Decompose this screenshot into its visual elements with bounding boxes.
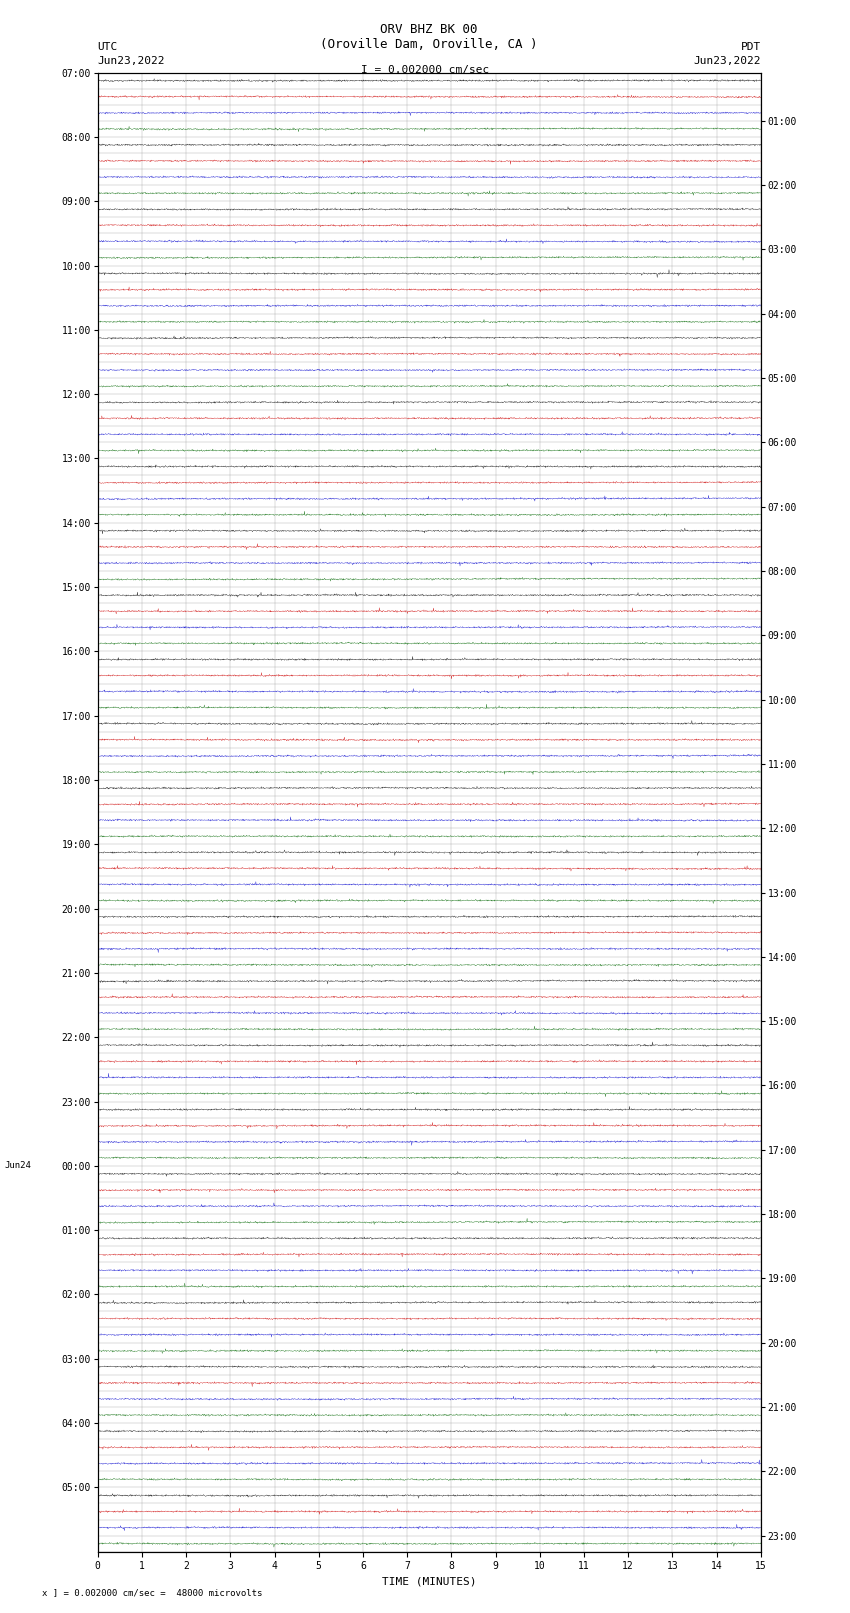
Text: Jun23,2022: Jun23,2022 (694, 56, 761, 66)
Text: UTC: UTC (98, 42, 118, 52)
Title: ORV BHZ BK 00
(Oroville Dam, Oroville, CA ): ORV BHZ BK 00 (Oroville Dam, Oroville, C… (320, 23, 538, 50)
Text: Jun23,2022: Jun23,2022 (98, 56, 165, 66)
Text: I = 0.002000 cm/sec: I = 0.002000 cm/sec (361, 65, 489, 74)
Text: Jun24: Jun24 (4, 1161, 31, 1171)
X-axis label: TIME (MINUTES): TIME (MINUTES) (382, 1578, 477, 1587)
Text: PDT: PDT (740, 42, 761, 52)
Text: x ] = 0.002000 cm/sec =  48000 microvolts: x ] = 0.002000 cm/sec = 48000 microvolts (42, 1587, 263, 1597)
